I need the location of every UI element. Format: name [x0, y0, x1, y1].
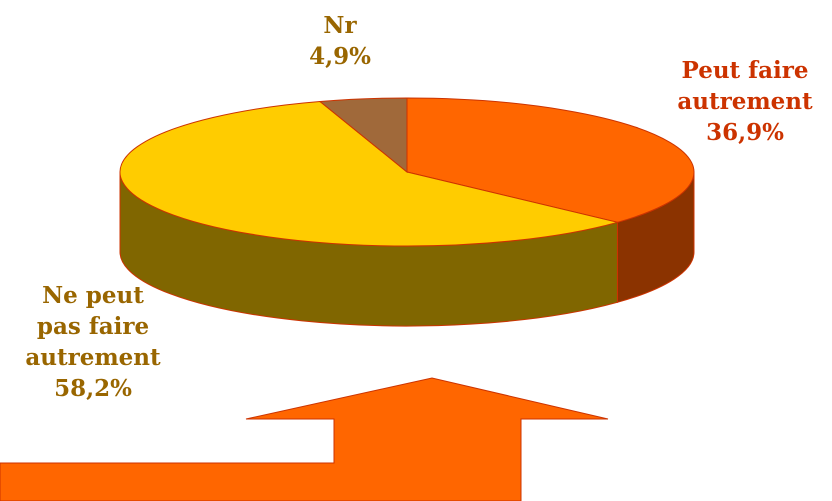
slice-label-ne-peut-pas: Ne peut pas faire autrement 58,2% [18, 280, 168, 404]
slice-label-peut-faire-line2: autrement [677, 88, 813, 115]
slice-label-peut-faire: Peut faire autrement 36,9% [670, 55, 820, 148]
slice-label-peut-faire-line1: Peut faire [681, 57, 809, 84]
pie-slice-top-0 [406, 97, 695, 223]
slice-label-nr: Nr 4,9% [300, 10, 380, 72]
slice-label-ne-peut-pas-percent: 58,2% [54, 375, 132, 402]
pie-slice-top-1 [119, 100, 618, 247]
slice-label-ne-peut-pas-line2: pas faire [36, 313, 150, 340]
slice-label-peut-faire-percent: 36,9% [706, 119, 784, 146]
slice-label-nr-name: Nr [323, 12, 357, 39]
decorative-arrow [0, 377, 609, 501]
slice-label-ne-peut-pas-line3: autrement [25, 344, 161, 371]
slice-label-nr-percent: 4,9% [309, 43, 371, 70]
slice-label-ne-peut-pas-line1: Ne peut [42, 282, 144, 309]
pie-slice-top-2 [318, 97, 408, 174]
